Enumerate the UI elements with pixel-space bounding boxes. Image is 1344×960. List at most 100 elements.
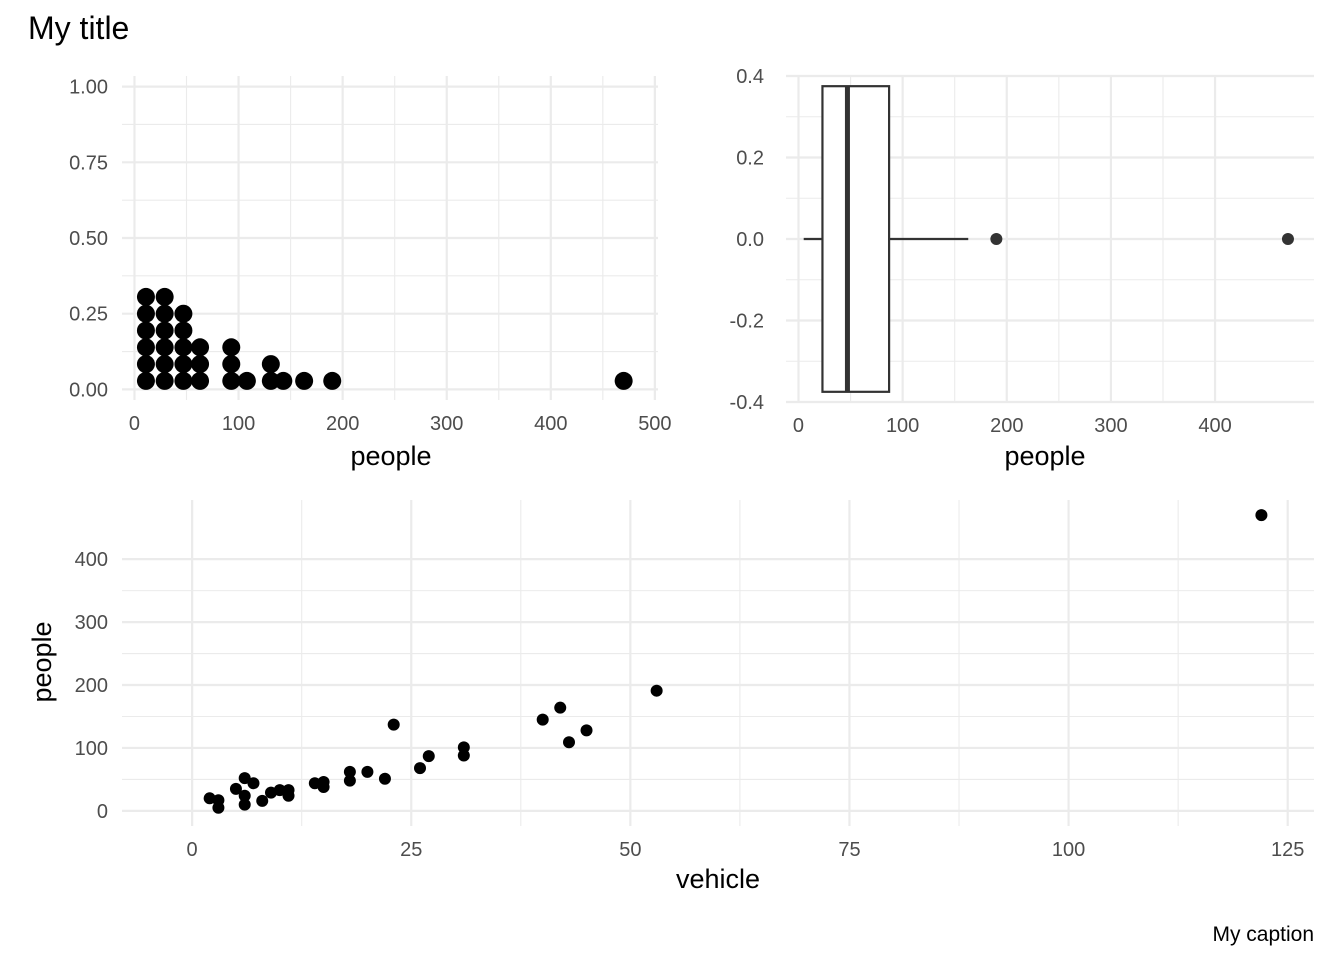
box bbox=[821, 85, 891, 393]
figure-caption: My caption bbox=[1212, 923, 1314, 946]
dot bbox=[174, 321, 193, 340]
scatter-point bbox=[1255, 509, 1268, 522]
scatter-point bbox=[273, 784, 286, 797]
scatter-point bbox=[422, 750, 435, 763]
y-tick-label: 0.25 bbox=[69, 304, 108, 326]
dotplot-x-tick-labels: 0 100 200 300 400 500 bbox=[129, 413, 672, 435]
x-tick-label: 25 bbox=[400, 839, 422, 861]
y-tick-label: 100 bbox=[75, 738, 108, 760]
y-tick-label: -0.2 bbox=[730, 311, 764, 333]
x-tick-label: 400 bbox=[1198, 415, 1231, 437]
x-tick-label: 500 bbox=[638, 413, 671, 435]
boxplot-y-tick-labels: -0.4 -0.2 0.0 0.2 0.4 bbox=[730, 66, 764, 414]
dot bbox=[155, 355, 174, 374]
x-tick-label: 100 bbox=[886, 415, 919, 437]
scatter-point bbox=[238, 798, 251, 811]
scatter-panel: 0 25 50 75 100 125 0 100 200 300 400 vehicle peop… bbox=[27, 500, 1314, 894]
outlier-point bbox=[1281, 233, 1294, 245]
dot bbox=[155, 321, 174, 340]
x-tick-label: 300 bbox=[430, 413, 463, 435]
dotplot-y-tick-labels: 0.00 0.25 0.50 0.75 1.00 bbox=[69, 77, 108, 402]
dot bbox=[136, 355, 155, 374]
scatter-points bbox=[203, 509, 1268, 814]
boxplot-marks bbox=[803, 85, 1294, 393]
x-tick-label: 0 bbox=[187, 839, 198, 861]
x-tick-label: 125 bbox=[1271, 839, 1304, 861]
scatter-point bbox=[536, 713, 549, 726]
dot bbox=[136, 371, 155, 390]
x-tick-label: 75 bbox=[838, 839, 860, 861]
scatter-grid bbox=[122, 500, 1314, 826]
dot bbox=[174, 371, 193, 390]
scatter-point bbox=[238, 789, 251, 802]
scatter-point bbox=[563, 736, 575, 749]
dot bbox=[222, 338, 241, 357]
dot bbox=[136, 321, 155, 340]
scatter-y-axis-title: people bbox=[27, 621, 57, 702]
scatter-point bbox=[317, 780, 330, 793]
x-tick-label: 200 bbox=[326, 413, 359, 435]
dot bbox=[155, 371, 174, 390]
boxplot-x-tick-labels: 0 100 200 300 400 bbox=[793, 415, 1232, 437]
dot bbox=[237, 371, 256, 390]
y-tick-label: 0 bbox=[97, 801, 108, 823]
scatter-y-tick-labels: 0 100 200 300 400 bbox=[75, 549, 108, 823]
boxplot-panel: 0 100 200 300 400 -0.4 -0.2 0.0 0.2 0.4 people bbox=[730, 66, 1314, 471]
dot bbox=[261, 371, 280, 390]
dot bbox=[191, 355, 210, 374]
scatter-point bbox=[554, 701, 567, 714]
scatter-point bbox=[361, 765, 374, 778]
dot bbox=[295, 371, 314, 390]
y-tick-label: 0.0 bbox=[736, 229, 764, 251]
x-tick-label: 50 bbox=[619, 839, 641, 861]
dot bbox=[261, 355, 280, 374]
x-tick-label: 200 bbox=[990, 415, 1023, 437]
y-tick-label: 0.4 bbox=[736, 66, 764, 88]
dot bbox=[136, 287, 155, 306]
scatter-point bbox=[238, 772, 251, 785]
figure-title: My title bbox=[28, 10, 129, 46]
x-tick-label: 100 bbox=[222, 413, 255, 435]
dot bbox=[614, 371, 633, 390]
scatter-point bbox=[378, 772, 391, 785]
x-tick-label: 300 bbox=[1094, 415, 1127, 437]
dot bbox=[222, 371, 241, 390]
y-tick-label: 0.00 bbox=[69, 379, 108, 401]
dot bbox=[191, 338, 210, 357]
y-tick-label: 0.50 bbox=[69, 228, 108, 250]
scatter-point bbox=[256, 794, 269, 807]
x-tick-label: 400 bbox=[534, 413, 567, 435]
scatter-x-tick-labels: 0 25 50 75 100 125 bbox=[187, 839, 1305, 861]
dotplot-x-axis-title: people bbox=[350, 441, 431, 471]
dot bbox=[155, 287, 174, 306]
y-tick-label: 200 bbox=[75, 675, 108, 697]
dotplot-panel: 0 100 200 300 400 500 0.00 0.25 0.50 0.75 1.00 pe… bbox=[69, 76, 672, 471]
boxplot-x-axis-title: people bbox=[1004, 441, 1085, 471]
dot bbox=[155, 338, 174, 357]
y-tick-label: 0.2 bbox=[736, 148, 764, 170]
scatter-point bbox=[387, 718, 400, 731]
dot bbox=[323, 371, 342, 390]
y-tick-label: 0.75 bbox=[69, 152, 108, 174]
scatter-point bbox=[650, 684, 663, 697]
scatter-point bbox=[343, 774, 356, 787]
scatter-point bbox=[414, 762, 426, 775]
x-tick-label: 0 bbox=[129, 413, 140, 435]
dot bbox=[174, 304, 193, 323]
scatter-point bbox=[247, 777, 260, 790]
y-tick-label: 400 bbox=[75, 549, 108, 571]
dotplot-dots bbox=[136, 287, 633, 390]
scatter-point bbox=[212, 801, 225, 814]
scatter-point bbox=[343, 765, 356, 778]
y-tick-label: 1.00 bbox=[69, 77, 108, 99]
dot bbox=[191, 371, 210, 390]
dot bbox=[222, 355, 241, 374]
outlier-point bbox=[990, 233, 1003, 245]
scatter-point bbox=[457, 749, 470, 762]
dot bbox=[174, 355, 193, 374]
dot bbox=[274, 371, 293, 390]
dotplot-grid bbox=[122, 76, 658, 400]
scatter-x-axis-title: vehicle bbox=[676, 864, 760, 894]
scatter-point bbox=[229, 782, 242, 795]
